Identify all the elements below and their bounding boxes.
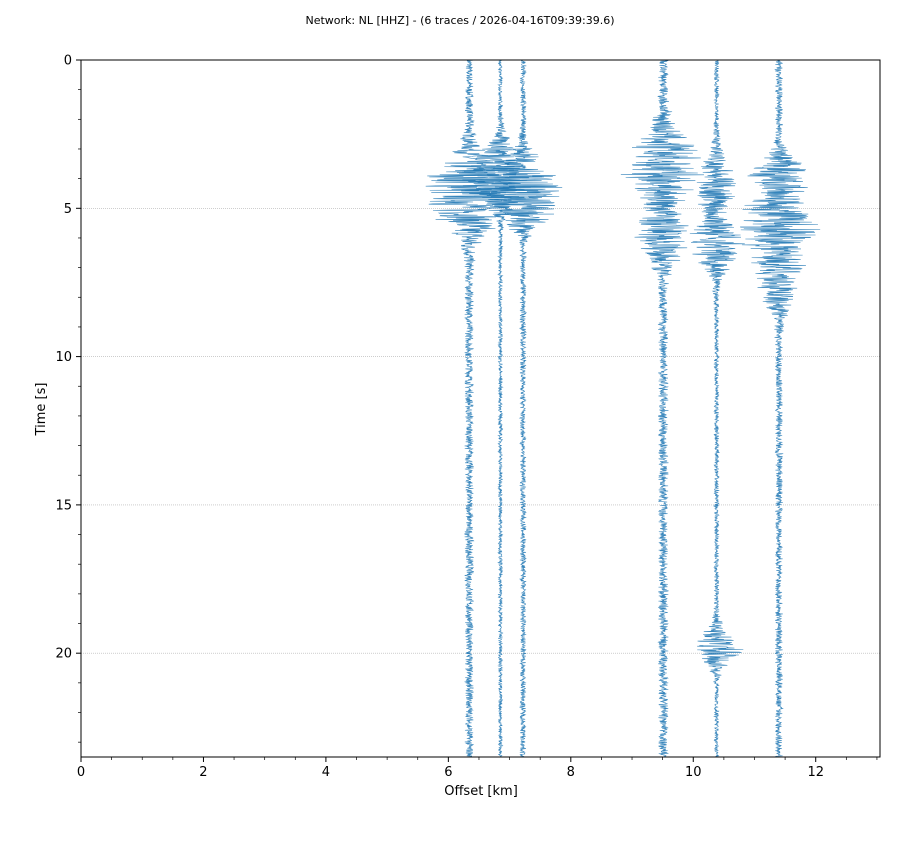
y-axis: 0 5 10 15 20 <box>55 54 81 743</box>
y-tick-label: 5 <box>64 202 72 217</box>
x-tick-label: 10 <box>685 765 702 780</box>
seismic-trace <box>476 59 563 758</box>
seismic-trace <box>425 59 512 758</box>
seismic-trace <box>689 59 745 758</box>
y-axis-label: Time [s] <box>34 383 49 437</box>
traces <box>425 59 821 758</box>
plot-frame <box>80 59 881 758</box>
grid-lines <box>81 207 880 654</box>
y-tick-label: 10 <box>55 350 72 365</box>
x-tick-label: 12 <box>807 765 824 780</box>
x-tick-label: 2 <box>199 765 207 780</box>
x-tick-label: 6 <box>444 765 452 780</box>
y-tick-label: 20 <box>55 647 72 662</box>
seismic-trace <box>740 59 821 758</box>
seismic-trace <box>462 59 545 758</box>
x-tick-label: 0 <box>77 765 85 780</box>
y-tick-label: 15 <box>55 498 72 513</box>
x-axis: 0 2 4 6 8 10 12 <box>77 757 878 780</box>
y-tick-label: 0 <box>64 54 72 69</box>
x-tick-label: 4 <box>322 765 330 780</box>
x-axis-label: Offset [km] <box>444 784 518 799</box>
x-tick-label: 8 <box>567 765 575 780</box>
seismic-trace <box>620 59 704 758</box>
chart-title: Network: NL [HHZ] - (6 traces / 2026-04-… <box>305 14 614 27</box>
